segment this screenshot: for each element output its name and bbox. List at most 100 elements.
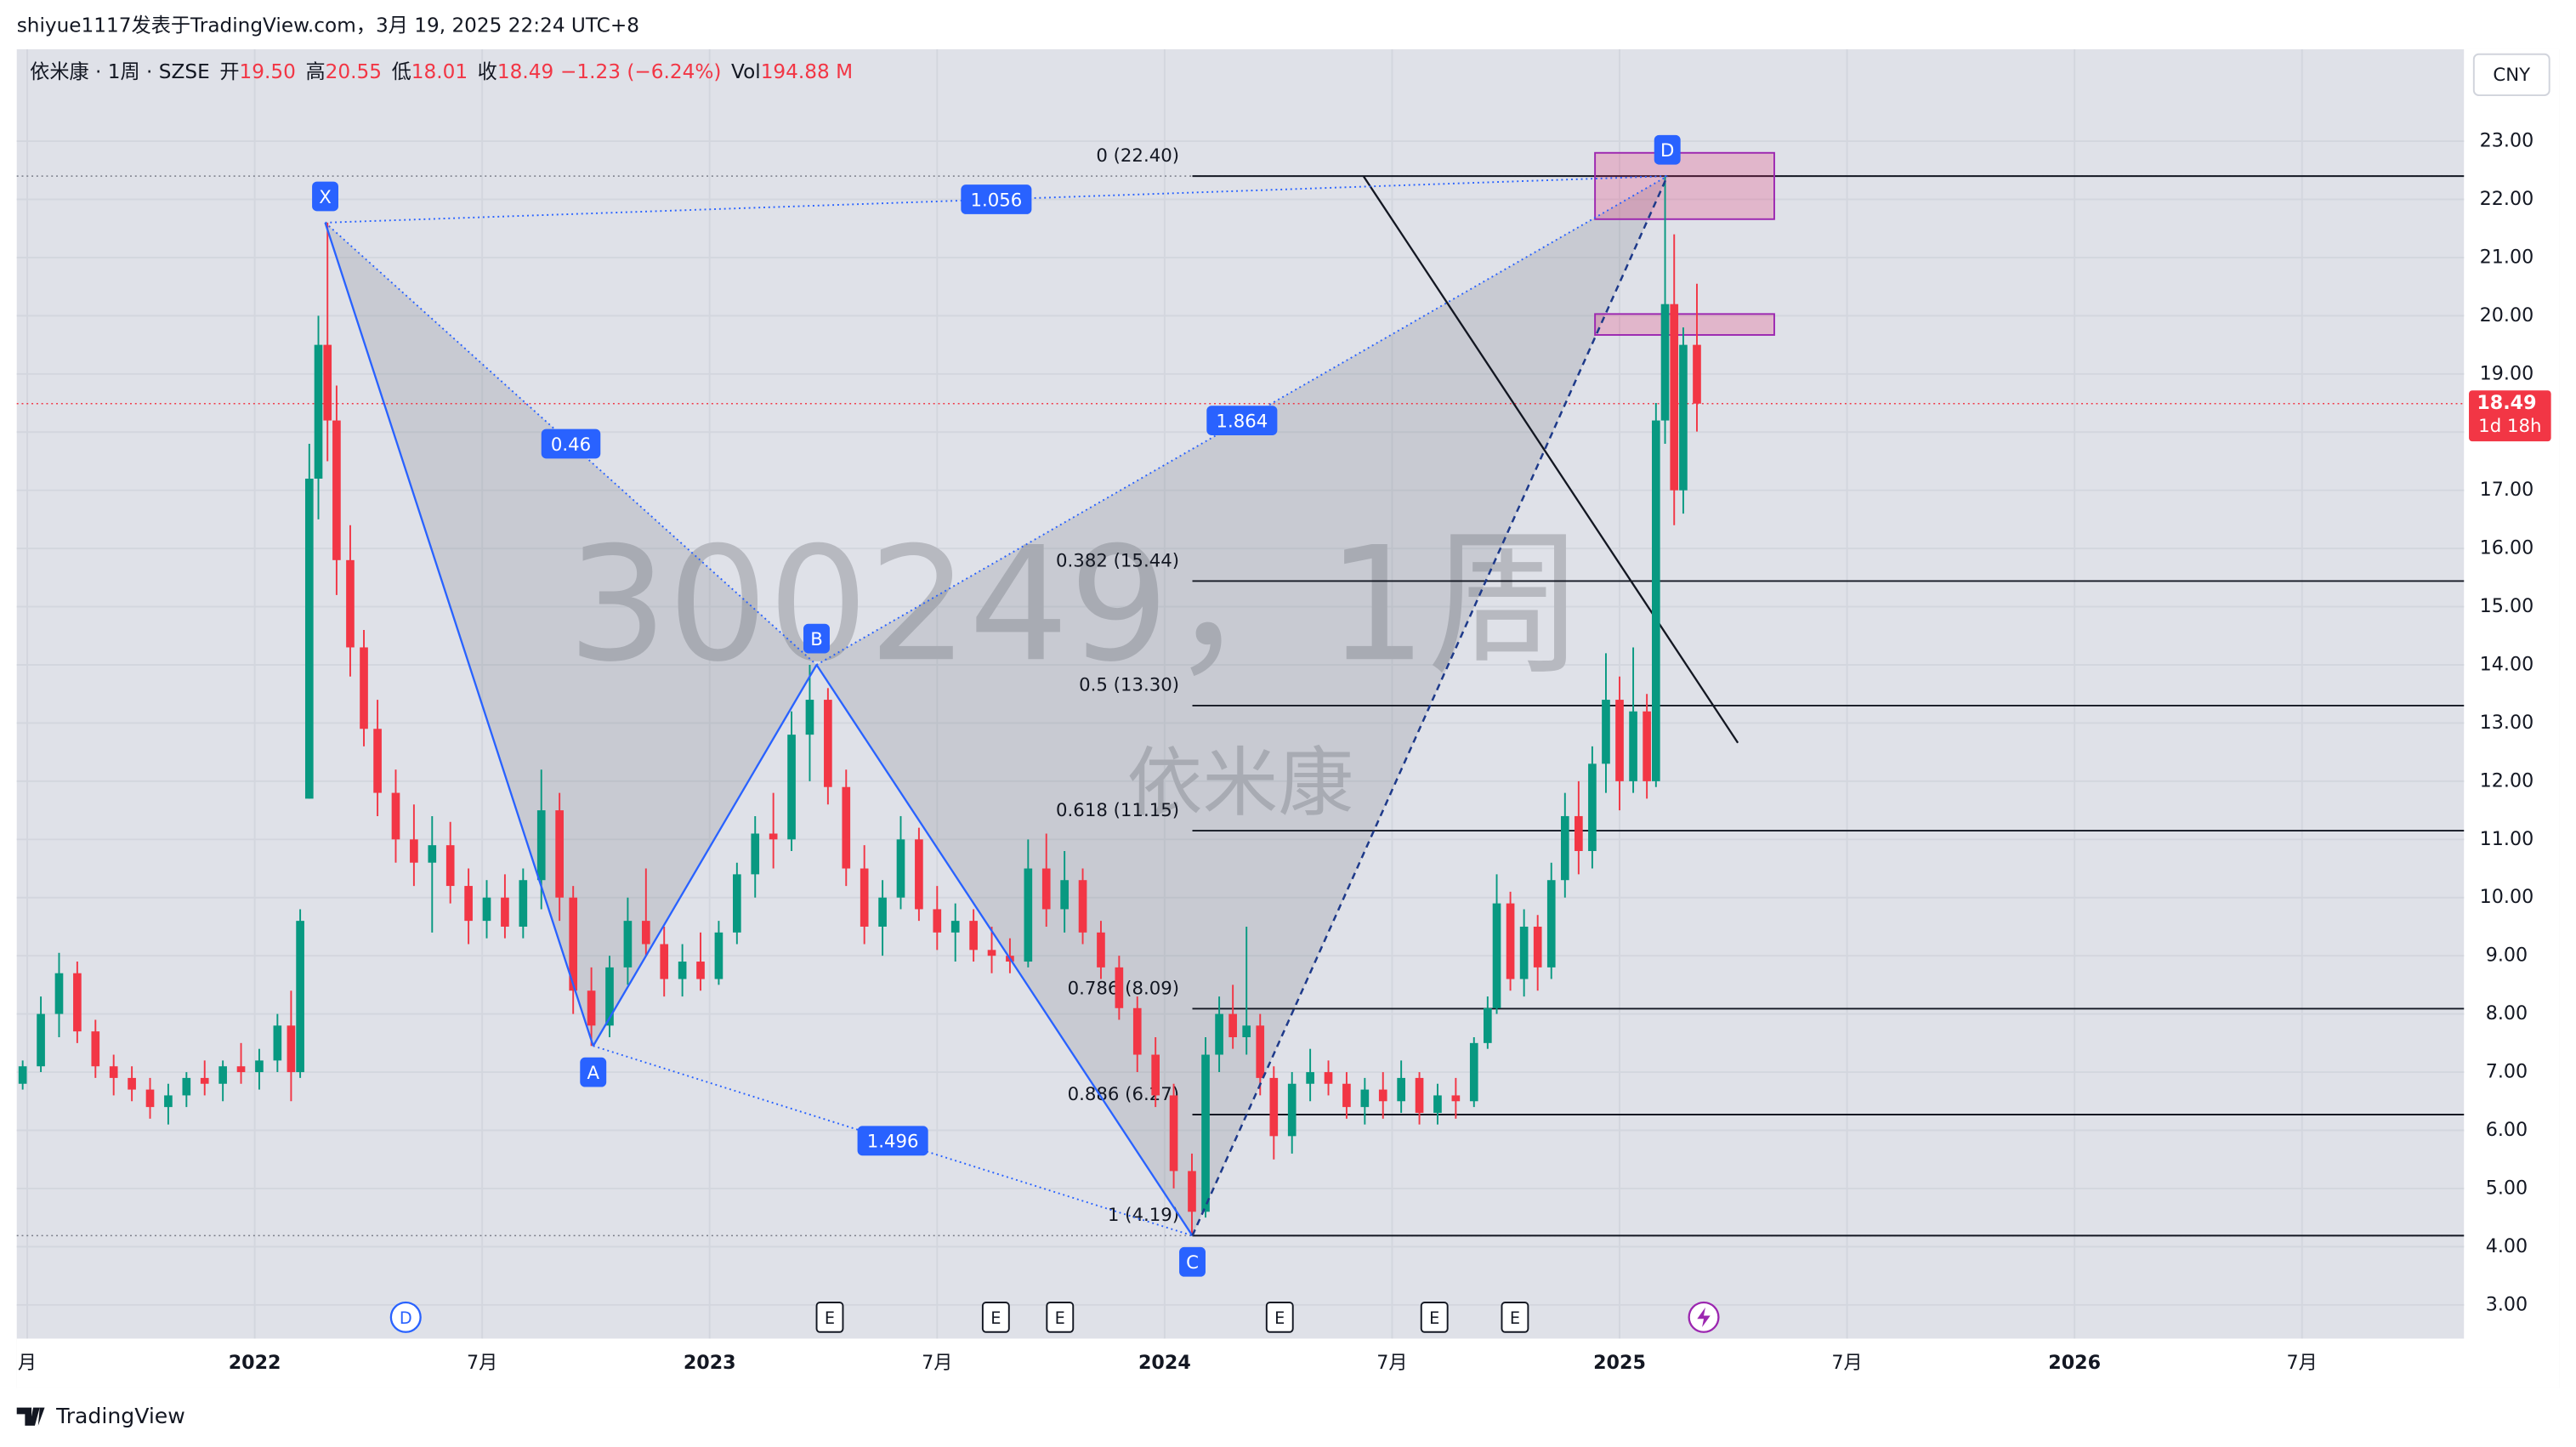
fib-label: 0.618 (11.15): [1056, 800, 1179, 821]
point-label: X: [319, 187, 332, 208]
point-label: A: [587, 1063, 599, 1084]
event-icon[interactable]: [1501, 1302, 1529, 1333]
event-label[interactable]: E: [990, 1308, 1001, 1328]
fib-label: 0.886 (6.27): [1068, 1084, 1179, 1105]
point-label: C: [1186, 1252, 1199, 1274]
candle-body: [1560, 815, 1569, 881]
candle-body: [605, 967, 614, 1026]
candle-body: [255, 1060, 264, 1073]
candle-body: [501, 897, 509, 927]
event-icon[interactable]: [1420, 1302, 1449, 1333]
candle-body: [323, 344, 332, 421]
event-label[interactable]: E: [825, 1308, 835, 1328]
candle-body: [218, 1066, 227, 1084]
candle-body: [678, 962, 687, 979]
event-label[interactable]: D: [400, 1308, 412, 1328]
candle-body: [1342, 1083, 1351, 1108]
x-tick-label: 7月: [2287, 1352, 2318, 1374]
candle-body: [304, 479, 314, 799]
candle-body: [1629, 711, 1637, 781]
currency-label[interactable]: CNY: [2493, 65, 2531, 86]
attribution: shiyue1117发表于TradingView.com，3月 19, 2025…: [17, 14, 639, 37]
candle-body: [164, 1095, 173, 1108]
candle-body: [1060, 880, 1069, 910]
candle-body: [1228, 1013, 1237, 1037]
currency-button[interactable]: [2472, 53, 2550, 97]
candle-body: [1324, 1072, 1333, 1084]
point-badge: [312, 181, 338, 212]
legend: 依米康 · 1周 · SZSE 开19.50 高20.55 低18.01 收18.49−…: [30, 60, 853, 83]
event-label[interactable]: E: [1274, 1308, 1285, 1328]
candle-body: [1269, 1077, 1279, 1137]
footer-logo: TradingView: [16, 1404, 185, 1428]
candle-body: [428, 845, 437, 863]
watermark: 300249，1周 依米康: [567, 513, 1585, 826]
candle-body: [1169, 1095, 1178, 1172]
y-tick-label: 13.00: [2480, 712, 2534, 734]
candle-body: [1469, 1042, 1478, 1102]
ratio-label: 1.056: [970, 190, 1022, 211]
highlight-box: [1594, 151, 1775, 220]
fib-label: 0.382 (15.44): [1056, 550, 1179, 571]
lightning-icon[interactable]: [1697, 1307, 1711, 1327]
y-tick-label: 21.00: [2480, 246, 2534, 268]
candle-body: [1151, 1054, 1160, 1096]
x-tick-label: 7月: [467, 1352, 497, 1374]
x-tick-label: 7月: [1831, 1352, 1862, 1374]
candle-body: [128, 1077, 136, 1090]
point-badge: [1179, 1246, 1206, 1277]
candle-body: [950, 921, 960, 933]
ratio-label: 1.496: [867, 1132, 919, 1153]
plot: 0 (22.40) 0.382 (15.44) 0.5 (13.30) 0.618 (…: [16, 134, 2551, 1333]
candle-body: [346, 559, 355, 648]
event-icon[interactable]: [1265, 1302, 1294, 1333]
legend-item: 低: [392, 60, 411, 83]
candle-body: [91, 1031, 100, 1067]
candle-body: [482, 897, 491, 922]
event-icon[interactable]: [981, 1302, 1010, 1333]
event-icon[interactable]: [815, 1302, 844, 1333]
y-tick-label: 7.00: [2486, 1061, 2528, 1083]
x-tick-label: 月: [18, 1352, 37, 1374]
candle-body: [1097, 932, 1105, 968]
candle-body: [842, 786, 851, 869]
event-label[interactable]: E: [1429, 1308, 1439, 1328]
ratio-badge: [541, 428, 601, 459]
candle-body: [236, 1066, 246, 1073]
candle-body: [769, 833, 778, 840]
ratio-line: [816, 175, 1668, 666]
fib-label: 0.5 (13.30): [1079, 675, 1179, 696]
fib-label: 1 (4.19): [1108, 1205, 1179, 1226]
ratio-badge: [1206, 406, 1278, 435]
event-icon[interactable]: [389, 1301, 422, 1333]
candle-body: [445, 845, 455, 887]
y-tick-label: 20.00: [2480, 304, 2534, 326]
point-badge: [580, 1057, 607, 1087]
candle-body: [696, 962, 705, 979]
event-label[interactable]: E: [1055, 1308, 1065, 1328]
candle-body: [200, 1077, 209, 1084]
candle-body: [1132, 1007, 1142, 1055]
ratio-label: 1.864: [1216, 411, 1268, 433]
legend-item: 依米康 · 1周 · SZSE: [30, 60, 210, 83]
point-label: D: [1660, 140, 1674, 162]
countdown-label: 1d 18h: [2478, 416, 2541, 437]
ratio-badge: [857, 1126, 928, 1156]
candle-body: [464, 886, 473, 922]
pattern-fill: [325, 222, 817, 1047]
highlight-box: [1594, 313, 1775, 336]
candle-body: [733, 874, 741, 933]
event-icon[interactable]: [1046, 1302, 1075, 1333]
event-label[interactable]: E: [1510, 1308, 1520, 1328]
y-tick-label: 17.00: [2480, 479, 2534, 501]
time-scale: [16, 1338, 2560, 1388]
candle-body: [1201, 1054, 1210, 1212]
ratio-label: 0.46: [551, 434, 591, 456]
candle-body: [1433, 1095, 1442, 1113]
point-badge: [1654, 134, 1681, 165]
candle-body: [1588, 763, 1597, 852]
y-tick-label: 16.00: [2480, 537, 2534, 559]
candle-body: [1575, 815, 1583, 852]
